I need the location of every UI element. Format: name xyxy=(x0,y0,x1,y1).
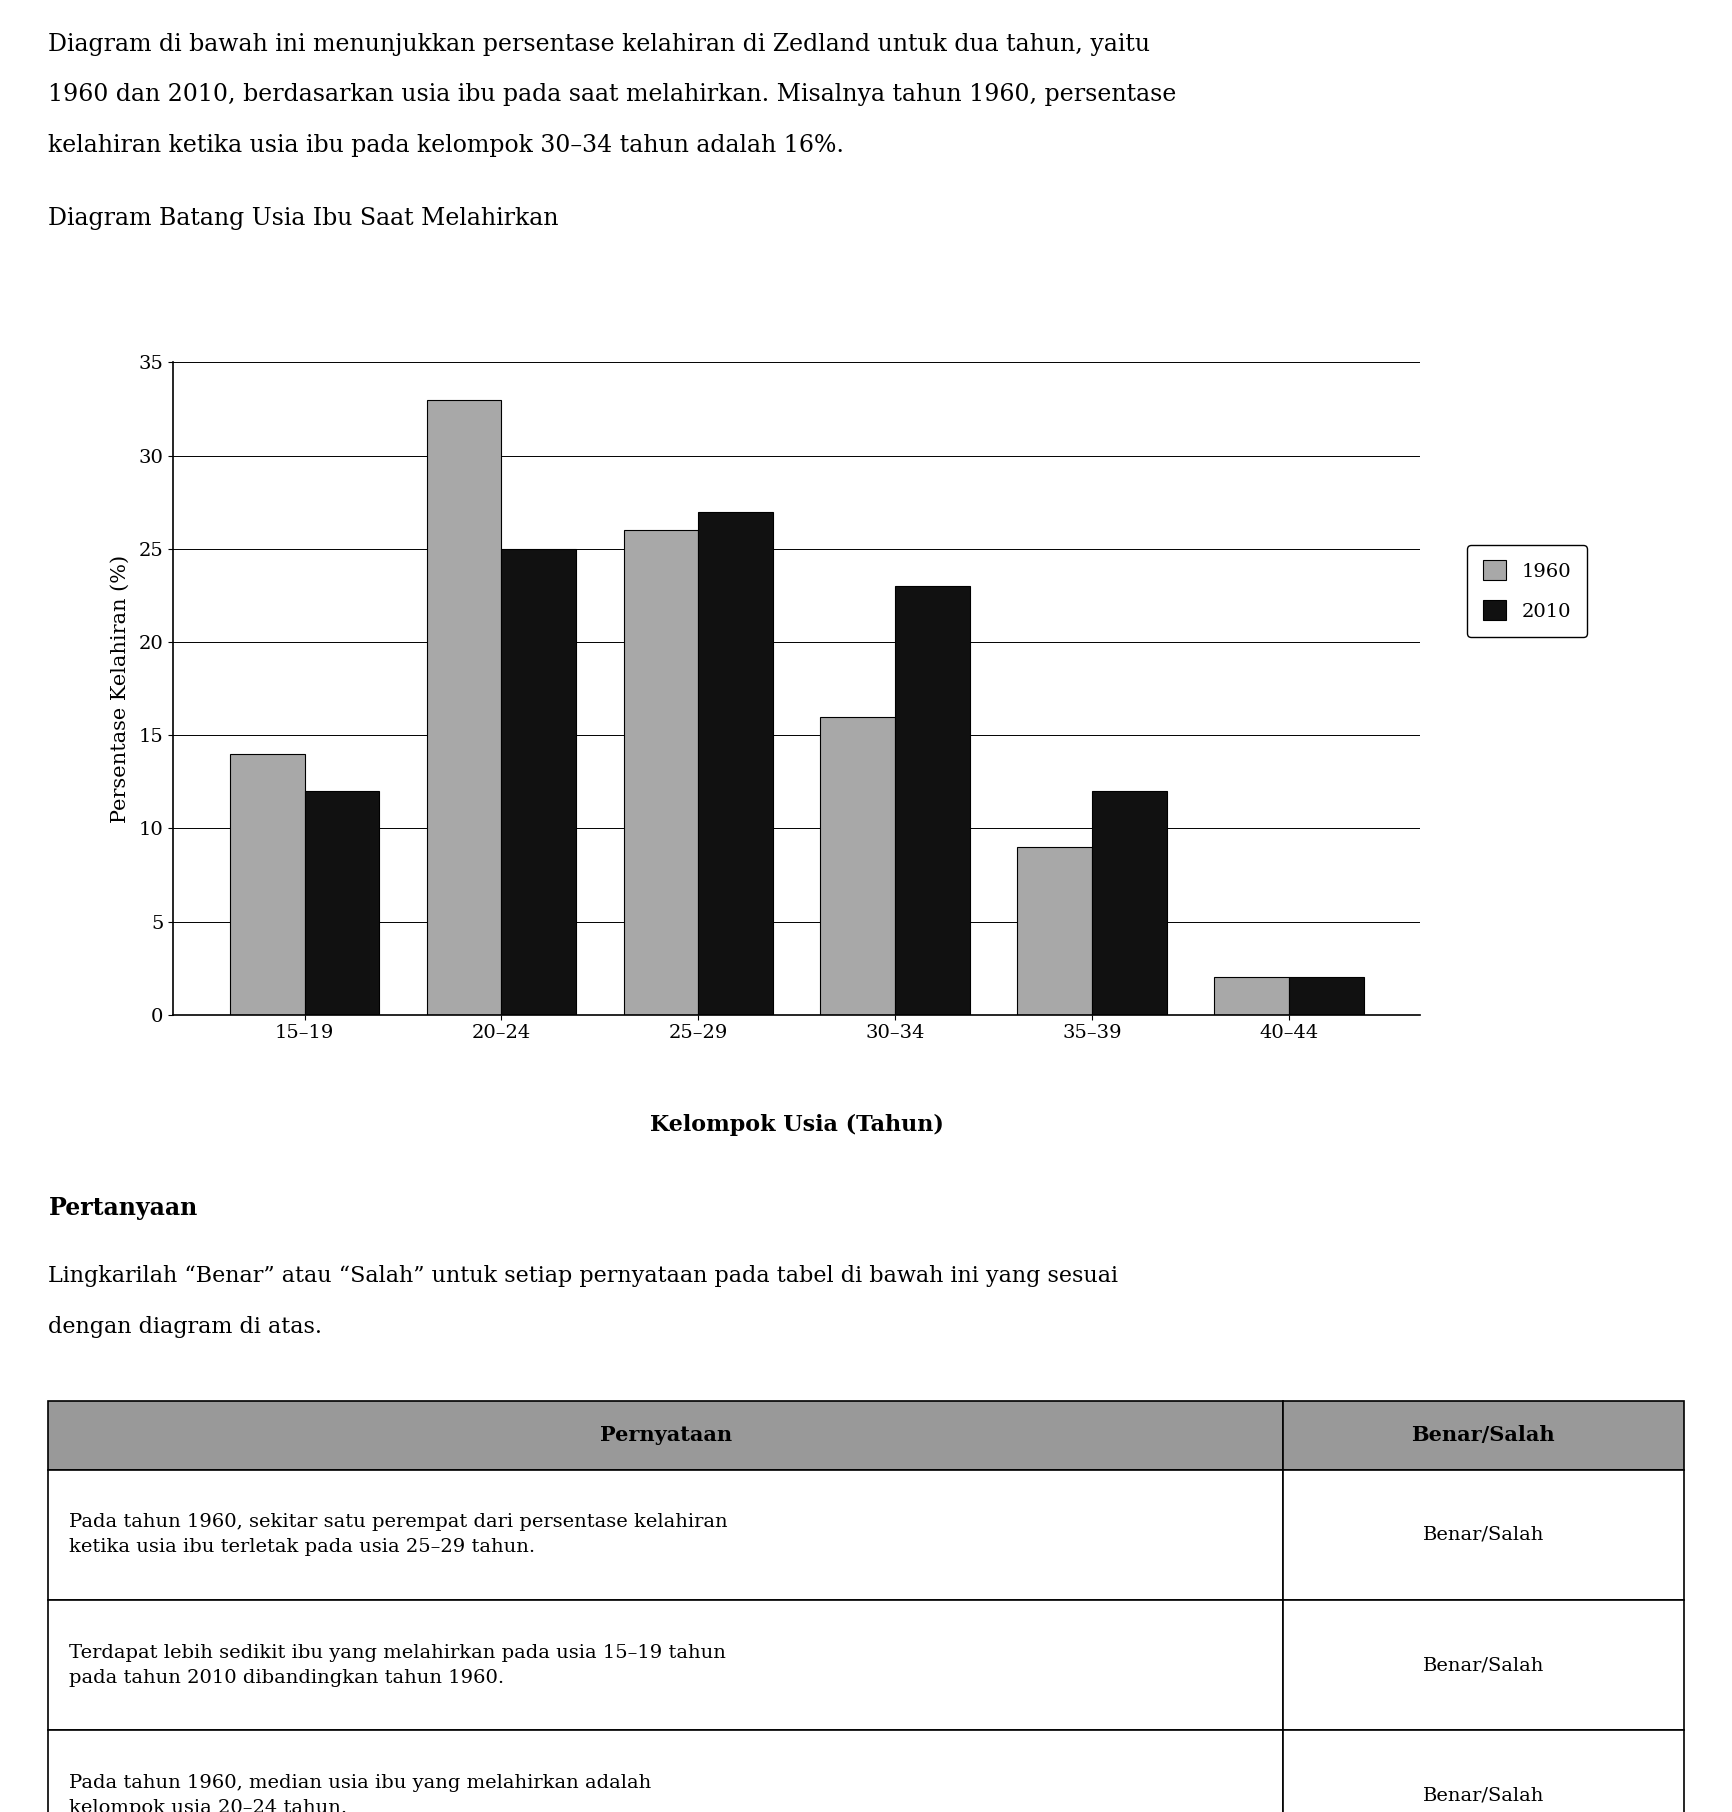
Bar xyxy=(1214,977,1289,1015)
Text: Pada tahun 1960, median usia ibu yang melahirkan adalah
kelompok usia 20–24 tahu: Pada tahun 1960, median usia ibu yang me… xyxy=(69,1774,651,1812)
Text: Lingkarilah “Benar” atau “Salah” untuk setiap pernyataan pada tabel di bawah ini: Lingkarilah “Benar” atau “Salah” untuk s… xyxy=(48,1265,1119,1287)
Text: Diagram di bawah ini menunjukkan persentase kelahiran di Zedland untuk dua tahun: Diagram di bawah ini menunjukkan persent… xyxy=(48,33,1150,56)
Text: Kelompok Usia (Tahun): Kelompok Usia (Tahun) xyxy=(650,1114,944,1136)
Text: Pada tahun 1960, sekitar satu perempat dari persentase kelahiran
ketika usia ibu: Pada tahun 1960, sekitar satu perempat d… xyxy=(69,1513,727,1557)
Bar xyxy=(48,1401,1283,1470)
Text: dengan diagram di atas.: dengan diagram di atas. xyxy=(48,1316,322,1337)
Text: Benar/Salah: Benar/Salah xyxy=(1422,1787,1543,1805)
Text: Terdapat lebih sedikit ibu yang melahirkan pada usia 15–19 tahun
pada tahun 2010: Terdapat lebih sedikit ibu yang melahirk… xyxy=(69,1643,726,1687)
Text: Pertanyaan: Pertanyaan xyxy=(48,1196,197,1219)
Bar xyxy=(502,549,577,1015)
Bar xyxy=(1017,846,1091,1015)
Bar xyxy=(1283,1730,1684,1812)
Bar xyxy=(895,585,970,1015)
Bar xyxy=(698,511,772,1015)
Bar xyxy=(230,754,305,1015)
Bar xyxy=(48,1730,1283,1812)
Text: Benar/Salah: Benar/Salah xyxy=(1422,1526,1543,1544)
Bar xyxy=(821,716,895,1015)
Bar xyxy=(1283,1401,1684,1470)
Bar xyxy=(48,1600,1283,1730)
Bar xyxy=(1289,977,1363,1015)
Bar xyxy=(624,531,698,1015)
Text: Benar/Salah: Benar/Salah xyxy=(1422,1656,1543,1674)
Bar xyxy=(305,792,379,1015)
Text: kelahiran ketika usia ibu pada kelompok 30–34 tahun adalah 16%.: kelahiran ketika usia ibu pada kelompok … xyxy=(48,134,845,158)
Bar xyxy=(1091,792,1167,1015)
Legend: 1960, 2010: 1960, 2010 xyxy=(1467,545,1587,636)
Bar xyxy=(426,400,502,1015)
Bar xyxy=(1283,1470,1684,1600)
Bar xyxy=(1283,1600,1684,1730)
Y-axis label: Persentase Kelahiran (%): Persentase Kelahiran (%) xyxy=(111,554,130,823)
Text: Diagram Batang Usia Ibu Saat Melahirkan: Diagram Batang Usia Ibu Saat Melahirkan xyxy=(48,207,559,230)
Text: 1960 dan 2010, berdasarkan usia ibu pada saat melahirkan. Misalnya tahun 1960, p: 1960 dan 2010, berdasarkan usia ibu pada… xyxy=(48,83,1176,107)
Bar xyxy=(48,1470,1283,1600)
Text: Benar/Salah: Benar/Salah xyxy=(1412,1424,1555,1446)
Text: Pernyataan: Pernyataan xyxy=(599,1424,733,1446)
